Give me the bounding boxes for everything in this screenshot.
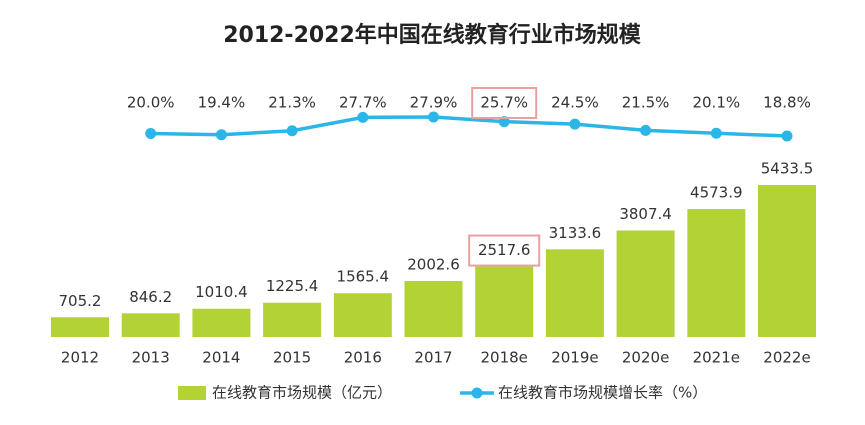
highlight-box [471, 87, 538, 119]
x-tick-label: 2015 [273, 349, 311, 367]
line-value-label: 20.1% [692, 94, 740, 112]
line-point [215, 129, 227, 141]
line-value-label: 27.7% [339, 94, 387, 112]
line-point [428, 111, 439, 123]
x-tick-label: 2012 [61, 349, 99, 367]
line-point [357, 111, 369, 123]
line-point [145, 127, 157, 139]
x-tick-label: 2019e [551, 349, 598, 367]
legend-swatch [471, 387, 483, 399]
bar-value-label: 4573.9 [690, 184, 743, 202]
line-value-label: 18.8% [763, 94, 811, 112]
bar-value-label: 2002.6 [407, 255, 460, 273]
line-value-label: 20.0% [127, 94, 175, 112]
highlight-box [468, 234, 541, 267]
legend-swatch [178, 386, 206, 400]
bar [545, 249, 604, 337]
bar [687, 209, 746, 337]
bar-value-label: 1010.4 [195, 283, 248, 301]
x-tick-label: 2013 [132, 349, 170, 367]
chart-title: 2012-2022年中国在线教育行业市场规模 [223, 22, 642, 48]
bar-value-label: 1565.4 [337, 268, 390, 286]
line-point [640, 124, 652, 136]
x-tick-label: 2018e [480, 349, 527, 367]
line-point [710, 127, 722, 139]
bar-value-label: 5433.5 [761, 160, 814, 178]
x-tick-label: 2020e [622, 349, 669, 367]
bar [192, 308, 251, 337]
legend-label: 在线教育市场规模增长率（%） [498, 384, 707, 402]
line-point [781, 130, 793, 142]
line-value-label: 24.5% [551, 94, 599, 112]
line [150, 115, 788, 138]
bar-value-label: 1225.4 [266, 277, 319, 295]
bar [758, 185, 816, 337]
x-tick-label: 2022e [763, 349, 810, 367]
line-point [569, 118, 581, 130]
bar [51, 317, 109, 337]
bar [616, 230, 675, 337]
line-value-label: 25.7% [480, 94, 528, 112]
x-tick-label: 2021e [693, 349, 740, 367]
legend-label: 在线教育市场规模（亿元） [212, 384, 392, 402]
line-value-label: 19.4% [198, 94, 246, 112]
bar [263, 302, 322, 337]
line-point [286, 125, 298, 137]
bar [475, 266, 534, 337]
bar [121, 313, 180, 337]
bar [333, 293, 392, 337]
bar-value-label: 2517.6 [478, 241, 531, 259]
line-value-label: 21.3% [268, 94, 316, 112]
x-tick-label: 2017 [414, 349, 452, 367]
line-value-label: 27.9% [410, 94, 458, 112]
x-tick-label: 2014 [202, 349, 240, 367]
bar [404, 280, 463, 337]
x-tick-label: 2016 [344, 349, 382, 367]
line-value-label: 21.5% [622, 94, 670, 112]
bar-value-label: 846.2 [129, 288, 172, 306]
bar-value-label: 3133.6 [549, 224, 602, 242]
bar-value-label: 705.2 [59, 292, 102, 310]
bar-value-label: 3807.4 [619, 205, 672, 223]
